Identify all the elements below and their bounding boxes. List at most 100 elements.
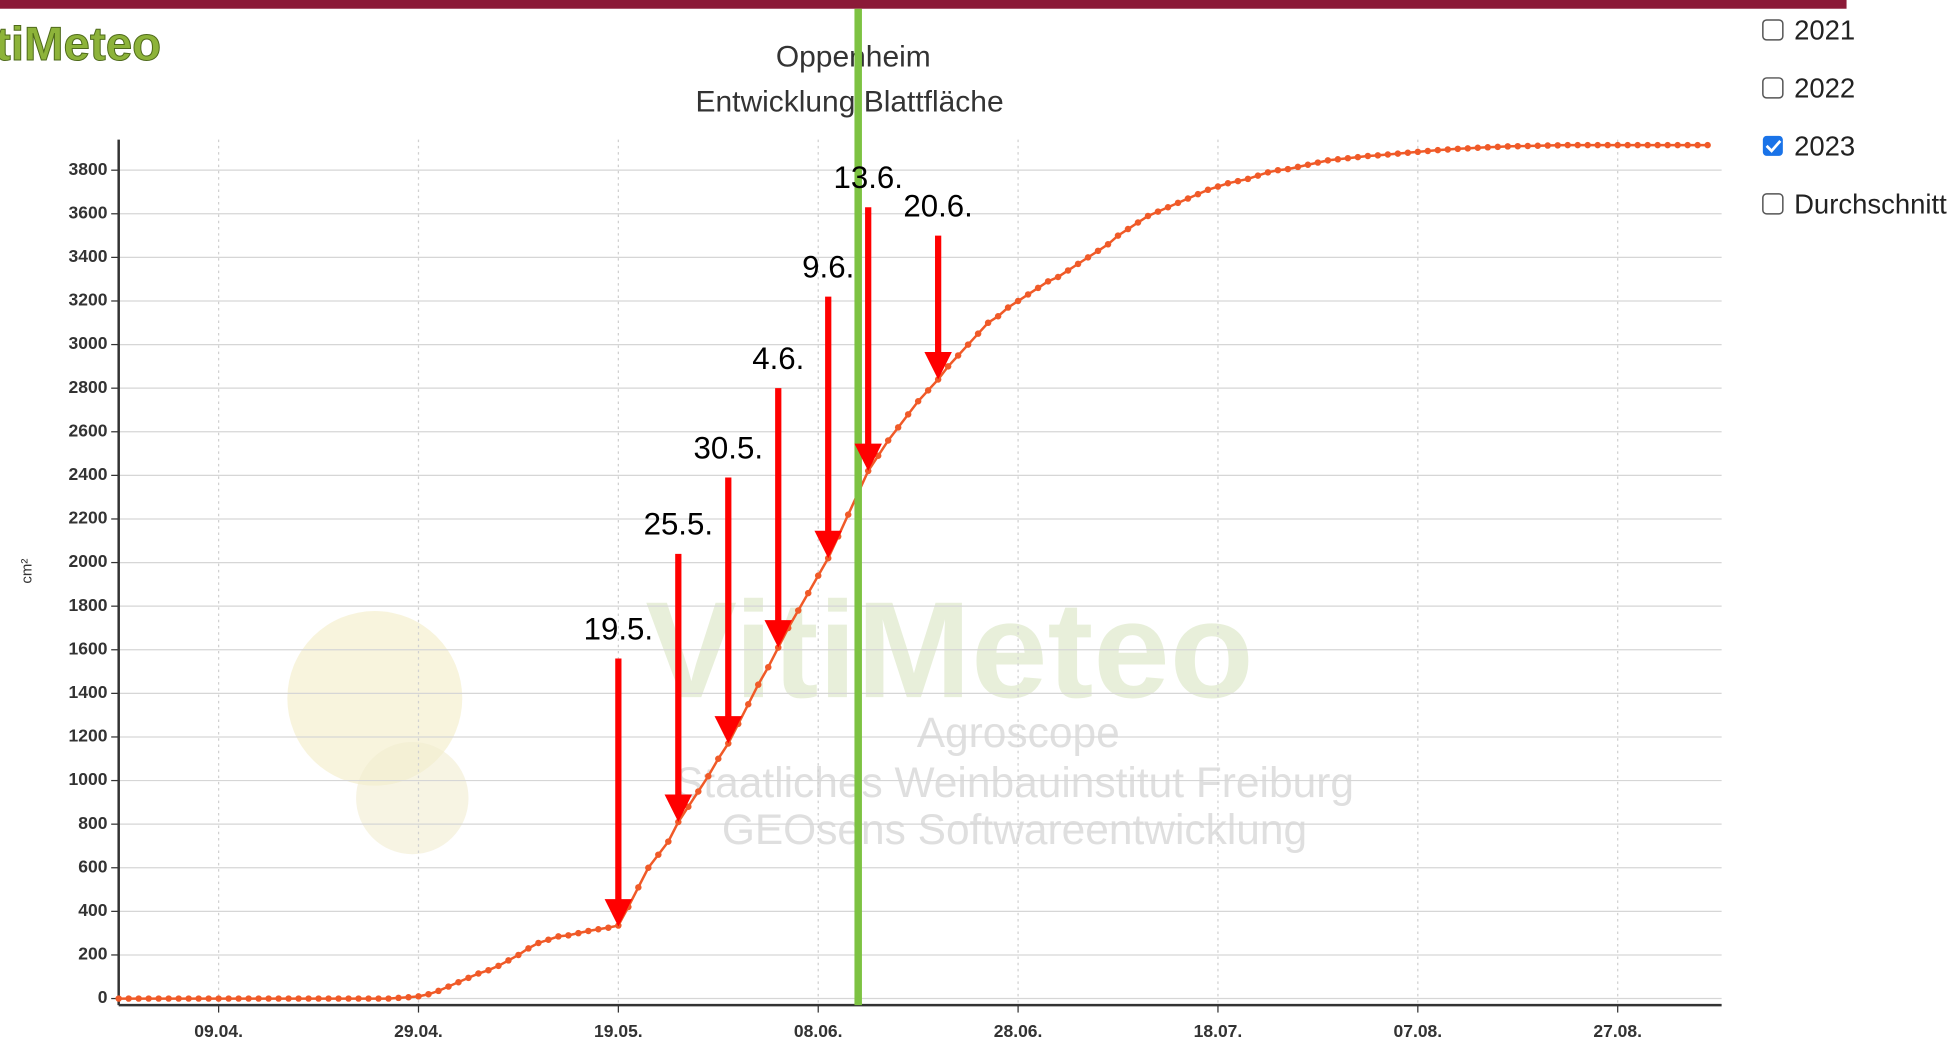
data-point <box>1414 148 1422 156</box>
data-point <box>415 993 422 1000</box>
data-point <box>1194 190 1202 198</box>
checkbox-item[interactable]: 2021 <box>1762 15 1855 46</box>
data-point <box>1304 161 1312 168</box>
data-point <box>814 572 822 579</box>
data-point <box>824 554 832 562</box>
data-point <box>1704 141 1711 149</box>
checkbox-item[interactable]: 2023 <box>1762 131 1855 162</box>
annotation-label: 4.6. <box>752 341 804 376</box>
data-point <box>1674 141 1681 149</box>
logo: tiMeteo <box>0 18 161 71</box>
data-point <box>1084 254 1092 261</box>
data-point <box>775 644 782 651</box>
data-point <box>1254 172 1262 179</box>
data-point <box>1294 163 1302 171</box>
data-point <box>1274 166 1282 174</box>
data-point <box>155 995 162 1002</box>
watermark-grape <box>356 741 469 855</box>
checkbox[interactable] <box>1762 193 1784 215</box>
data-point <box>1354 153 1362 161</box>
data-point <box>1374 152 1382 159</box>
data-point <box>1114 232 1122 239</box>
y-tick-label: 1200 <box>69 726 108 746</box>
annotation-arrowhead <box>854 443 882 472</box>
data-point <box>864 467 872 475</box>
data-point <box>1104 241 1112 248</box>
annotation-arrowhead <box>714 716 743 744</box>
data-point <box>1664 141 1671 149</box>
data-point <box>1444 146 1452 153</box>
data-point <box>944 363 952 370</box>
y-tick-label: 2800 <box>69 377 108 397</box>
data-point <box>1484 144 1492 151</box>
data-point <box>1324 157 1332 164</box>
data-point <box>315 995 322 1002</box>
checkbox-item[interactable]: 2022 <box>1762 73 1855 104</box>
data-point <box>1144 212 1152 220</box>
data-point <box>405 994 412 1001</box>
data-point <box>964 341 972 348</box>
data-point <box>1574 141 1581 149</box>
annotation-arrowhead <box>664 794 693 822</box>
x-tick-label: 27.08. <box>1593 1021 1642 1041</box>
data-point <box>1214 183 1222 190</box>
data-point <box>904 411 912 418</box>
data-point <box>245 995 252 1002</box>
y-tick-label: 1600 <box>69 638 108 658</box>
y-tick-label: 2200 <box>69 508 108 528</box>
checkbox[interactable] <box>1762 19 1784 41</box>
data-point <box>545 936 552 943</box>
checkbox-label[interactable]: 2021 <box>1794 15 1855 46</box>
data-point <box>755 681 762 688</box>
data-point <box>555 933 562 940</box>
data-point <box>1464 145 1472 152</box>
data-point <box>1004 304 1012 311</box>
y-tick-label: 3800 <box>69 159 108 179</box>
data-point <box>794 607 802 614</box>
annotation-arrowhead <box>604 899 633 927</box>
data-point <box>265 995 272 1002</box>
y-tick-label: 1400 <box>69 682 108 702</box>
data-point <box>1284 165 1292 173</box>
checkbox-label[interactable]: 2022 <box>1794 73 1855 104</box>
checkbox-label[interactable]: Durchschnitt <box>1794 189 1947 220</box>
data-point <box>1504 143 1512 150</box>
data-point <box>1234 177 1242 185</box>
data-point <box>1514 142 1522 150</box>
data-point <box>1564 141 1571 149</box>
data-point <box>1134 219 1142 226</box>
checkmark <box>1765 140 1782 153</box>
data-point <box>145 995 152 1002</box>
checkbox-label[interactable]: 2023 <box>1794 131 1855 162</box>
data-point <box>255 995 262 1002</box>
series-line <box>118 143 1708 1000</box>
checkbox[interactable] <box>1762 135 1783 156</box>
data-point <box>1224 180 1232 187</box>
data-point <box>505 957 512 964</box>
annotation-label: 19.5. <box>584 611 653 646</box>
data-point <box>1604 141 1611 149</box>
data-point <box>595 925 602 933</box>
data-point <box>375 995 382 1002</box>
x-tick-label: 18.07. <box>1194 1021 1243 1041</box>
data-point <box>1064 267 1072 274</box>
data-point <box>1154 208 1162 215</box>
y-tick-label: 2600 <box>69 420 108 440</box>
data-point <box>355 995 362 1002</box>
data-point <box>305 995 312 1002</box>
data-point <box>1494 143 1502 151</box>
data-point <box>984 319 992 327</box>
y-tick-label: 1000 <box>69 769 108 789</box>
data-point <box>635 884 642 891</box>
checkbox[interactable] <box>1762 77 1784 99</box>
data-point <box>1074 260 1082 268</box>
y-tick-label: 400 <box>78 900 107 920</box>
data-point <box>195 995 202 1002</box>
checkbox-item[interactable]: Durchschnitt <box>1762 189 1947 220</box>
annotation-arrowhead <box>924 352 952 380</box>
x-tick-label: 28.06. <box>994 1021 1043 1041</box>
data-point <box>385 995 392 1002</box>
data-point <box>715 755 722 763</box>
data-point <box>1454 145 1462 153</box>
data-point <box>1654 141 1661 149</box>
